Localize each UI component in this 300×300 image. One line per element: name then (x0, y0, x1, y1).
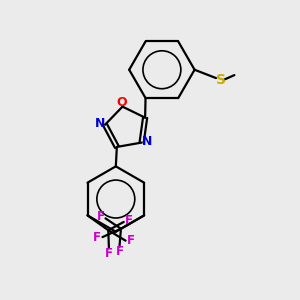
Text: F: F (127, 234, 135, 247)
Text: F: F (124, 214, 133, 227)
Text: F: F (97, 210, 105, 224)
Text: F: F (116, 245, 124, 258)
Text: S: S (216, 74, 226, 88)
Text: F: F (105, 247, 113, 260)
Text: O: O (117, 96, 127, 109)
Text: F: F (93, 231, 101, 244)
Text: N: N (94, 117, 105, 130)
Text: N: N (142, 136, 152, 148)
